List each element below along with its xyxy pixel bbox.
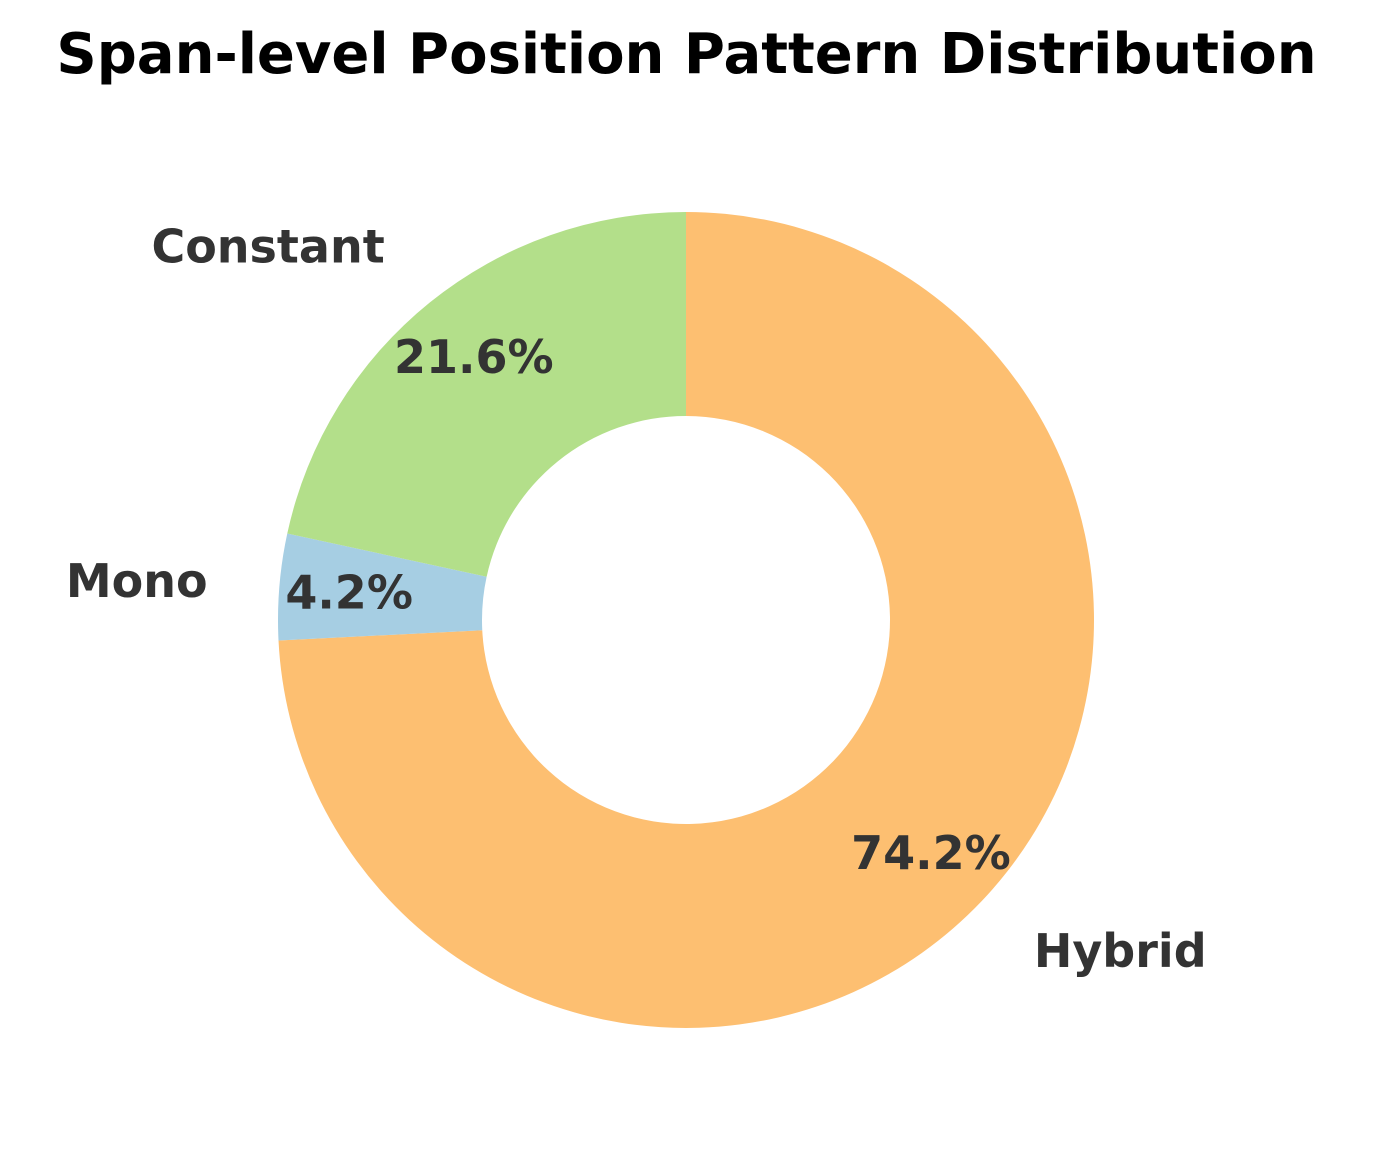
slice-hybrid — [278, 212, 1095, 1028]
slice-constant — [287, 212, 686, 577]
labels-group: 74.2% Hybrid 4.2% Mono 21.6% Constant — [66, 219, 1207, 977]
pct-label-mono: 4.2% — [285, 565, 413, 619]
slices-group — [278, 212, 1095, 1028]
category-label-constant: Constant — [151, 219, 384, 273]
chart-title: Span-level Position Pattern Distribution — [56, 22, 1317, 87]
slice-mono — [278, 533, 487, 641]
category-label-mono: Mono — [66, 554, 208, 608]
category-label-hybrid: Hybrid — [1034, 924, 1207, 978]
pct-label-hybrid: 74.2% — [851, 826, 1011, 880]
pct-label-constant: 21.6% — [394, 330, 554, 384]
